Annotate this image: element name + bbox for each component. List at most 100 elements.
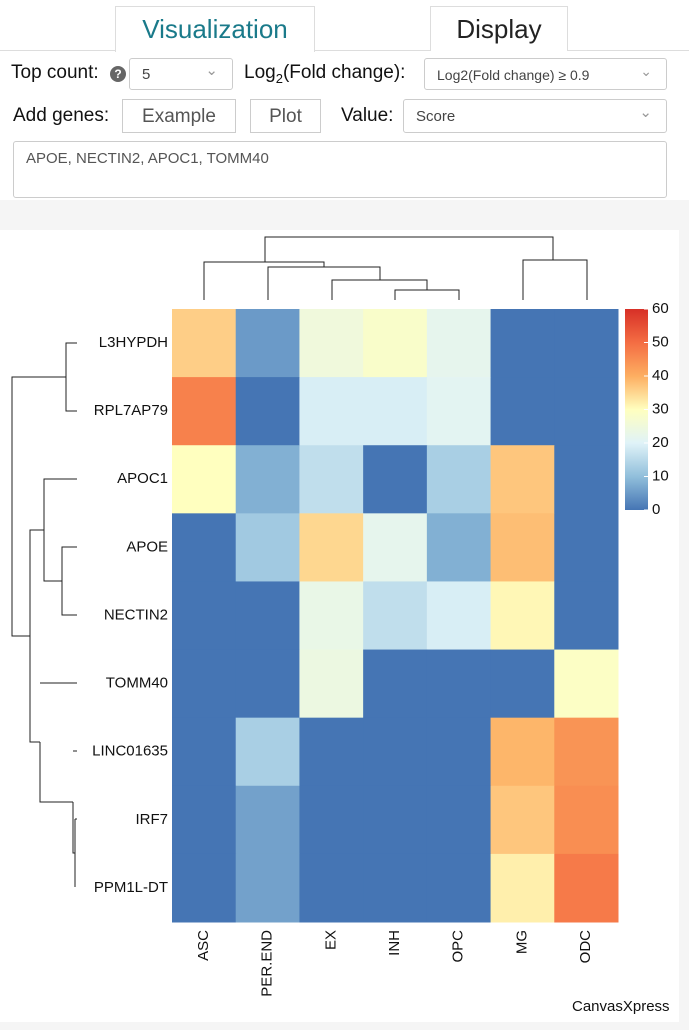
column-label: INH (386, 930, 403, 956)
tab-rule (0, 50, 689, 51)
heat-cell (235, 513, 300, 582)
label: Log2(Fold change): (244, 62, 405, 86)
heat-cell (426, 581, 492, 651)
heat-cell (363, 853, 428, 923)
heat-cell (235, 785, 300, 855)
heat-cell (554, 513, 619, 582)
color-tick-label: 40 (652, 367, 669, 384)
row-label: RPL7AP79 (94, 402, 168, 419)
heat-cell (426, 309, 492, 378)
column-label: ASC (195, 930, 212, 961)
column-label: ODC (577, 930, 594, 964)
heat-cell (554, 785, 619, 855)
color-bar (625, 309, 648, 510)
heat-cell (554, 377, 619, 446)
heat-cell (235, 377, 300, 446)
select[interactable]: Log2(Fold change) ≥ 0.9 (424, 55, 667, 90)
heatmap-chart: CanvasXpress L3HYPDH RPL7AP79 APOC1 APOE NEC… (0, 230, 679, 1022)
row-label: IRF7 (135, 811, 168, 828)
heat-cell (235, 581, 300, 651)
heat-cell (490, 649, 555, 719)
heat-cell (299, 377, 364, 446)
tab[interactable]: Visualization (115, 6, 315, 52)
button[interactable]: Example (122, 99, 236, 133)
row-label: APOC1 (117, 470, 168, 487)
heat-cell (299, 309, 364, 378)
column-label: PER.END (259, 930, 276, 997)
heat-cell (299, 513, 364, 582)
tab[interactable]: Display (430, 6, 568, 51)
heat-cell (172, 717, 237, 787)
heat-cell (554, 445, 619, 514)
heat-cell (426, 717, 492, 787)
heat-cell (554, 581, 619, 651)
select[interactable]: Score (403, 96, 667, 133)
heat-cell (299, 445, 364, 514)
heat-cell (363, 785, 428, 855)
color-tick-label: 20 (652, 434, 669, 451)
heat-cell (490, 581, 555, 651)
select[interactable]: 5 (129, 55, 233, 90)
heat-cell (426, 649, 492, 719)
heat-cell (363, 309, 428, 378)
heat-cell (490, 309, 555, 378)
heat-cell (172, 581, 237, 651)
heat-cell (172, 853, 237, 923)
heat-cell (426, 513, 492, 582)
label: Add genes: (13, 105, 110, 126)
row-dendrogram (11, 342, 77, 887)
row-label: TOMM40 (106, 675, 168, 692)
row-label: LINC01635 (92, 743, 168, 760)
heat-cell (363, 377, 428, 446)
row-label: L3HYPDH (99, 334, 168, 351)
help-icon[interactable]: ? (110, 66, 126, 82)
heat-cell (426, 853, 492, 923)
gene-textarea[interactable]: APOE, NECTIN2, APOC1, TOMM40 (13, 141, 667, 198)
heat-cell (172, 785, 237, 855)
heat-cell (363, 649, 428, 719)
heat-cell (426, 785, 492, 855)
label: Top count: (11, 62, 99, 83)
heat-cell (426, 445, 492, 514)
label-text: (Fold change): (282, 62, 406, 83)
color-tick-label: 30 (652, 400, 669, 417)
column-dendrogram (203, 236, 588, 300)
heat-cell (554, 717, 619, 787)
heat-cell (490, 785, 555, 855)
column-label: OPC (450, 930, 467, 963)
heat-cell (299, 853, 364, 923)
heat-cell (554, 853, 619, 923)
heat-cell (363, 445, 428, 514)
color-tick-label: 60 (652, 300, 669, 317)
credit: CanvasXpress (572, 998, 670, 1015)
label: Value: (341, 105, 394, 126)
heat-cell (235, 649, 300, 719)
heat-cell (426, 377, 492, 446)
color-tick-label: 50 (652, 333, 669, 350)
heat-cell (490, 445, 555, 514)
heat-cell (299, 649, 364, 719)
heat-cell (172, 377, 237, 446)
column-label: EX (322, 930, 339, 950)
heat-cell (235, 309, 300, 378)
heat-cell (172, 445, 237, 514)
row-label: NECTIN2 (104, 606, 168, 623)
heat-cell (363, 581, 428, 651)
heat-cell (554, 309, 619, 378)
color-tick-label: 0 (652, 501, 660, 518)
button[interactable]: Plot (250, 99, 321, 133)
heat-cell (235, 853, 300, 923)
heat-cell (299, 717, 364, 787)
heat-cell (299, 581, 364, 651)
heat-cell (299, 785, 364, 855)
heat-cell (235, 445, 300, 514)
row-label: PPM1L-DT (94, 879, 168, 896)
heat-cell (490, 513, 555, 582)
heat-cell (235, 717, 300, 787)
heat-cell (554, 649, 619, 719)
label-text: Log (244, 62, 276, 83)
label-sub: 2 (275, 70, 283, 86)
heat-cell (363, 717, 428, 787)
heat-cell (490, 717, 555, 787)
